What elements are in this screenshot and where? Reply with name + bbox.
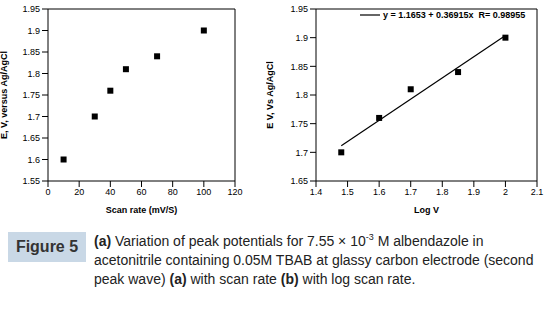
svg-text:1.55: 1.55 (22, 176, 40, 186)
svg-text:1.75: 1.75 (22, 90, 40, 100)
svg-text:2.1: 2.1 (531, 187, 544, 197)
svg-text:E V, Vs Ag/AgCl: E V, Vs Ag/AgCl (266, 61, 275, 128)
svg-text:1.9: 1.9 (468, 187, 481, 197)
svg-text:1.7: 1.7 (27, 112, 40, 122)
html-text:(a) Variation of peak potentia: (a) Variation of peak potentials for 7.5… (94, 232, 534, 287)
svg-text:Scan rate (mV/S): Scan rate (mV/S) (106, 205, 178, 215)
svg-text:2: 2 (503, 187, 508, 197)
svg-text:80: 80 (168, 187, 178, 197)
html-text:y = 1.1653 + 0.36915x R= 0.989: y = 1.1653 + 0.36915x R= 0.98955 (383, 10, 526, 20)
svg-text:0: 0 (45, 187, 50, 197)
svg-text:1.5: 1.5 (341, 187, 354, 197)
svg-text:1.6: 1.6 (27, 155, 40, 165)
svg-text:1.85: 1.85 (22, 47, 40, 57)
svg-text:1.7: 1.7 (295, 148, 308, 158)
svg-text:20: 20 (74, 187, 84, 197)
svg-text:100: 100 (196, 187, 211, 197)
svg-text:1.65: 1.65 (290, 176, 308, 186)
svg-text:1.85: 1.85 (290, 62, 308, 72)
html-text:Figure 5: Figure 5 (15, 238, 79, 255)
svg-text:1.8: 1.8 (27, 69, 40, 79)
svg-text:Log V: Log V (414, 205, 439, 215)
svg-text:1.95: 1.95 (290, 4, 308, 14)
svg-text:120: 120 (227, 187, 242, 197)
svg-text:1.95: 1.95 (22, 4, 40, 14)
svg-text:E, V, versus Ag/AgCl: E, V, versus Ag/AgCl (8, 51, 9, 139)
svg-text:1.6: 1.6 (373, 187, 386, 197)
svg-text:1.75: 1.75 (290, 119, 308, 129)
svg-text:60: 60 (136, 187, 146, 197)
svg-text:40: 40 (105, 187, 115, 197)
svg-text:1.7: 1.7 (404, 187, 417, 197)
svg-text:1.65: 1.65 (22, 133, 40, 143)
svg-text:1.4: 1.4 (310, 187, 323, 197)
svg-text:1.9: 1.9 (27, 26, 40, 36)
svg-text:1.8: 1.8 (295, 90, 308, 100)
svg-text:1.9: 1.9 (295, 33, 308, 43)
svg-text:1.8: 1.8 (436, 187, 449, 197)
